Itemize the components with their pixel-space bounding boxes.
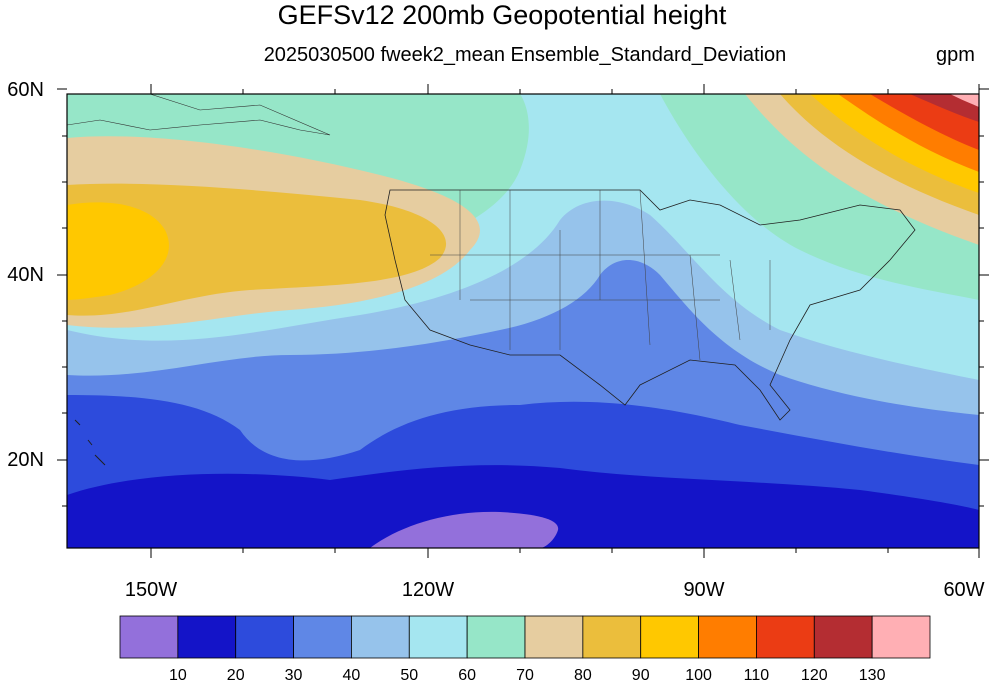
map-title: GEFSv12 200mb Geopotential height — [277, 0, 727, 30]
colorbar-box — [813, 615, 873, 659]
colorbar-label: 30 — [284, 667, 303, 684]
colorbar-box — [582, 615, 642, 659]
band-90-100-west — [67, 202, 169, 300]
lon-label-120w: 120W — [401, 579, 455, 601]
contour-field — [67, 94, 979, 548]
colorbar-label: 40 — [342, 667, 361, 684]
state-borders — [430, 189, 771, 361]
lat-ticks — [57, 88, 989, 507]
colorbar-box — [408, 615, 468, 659]
colorbar-label: 20 — [226, 667, 245, 684]
colorbar-box — [119, 615, 179, 659]
colorbar — [119, 615, 931, 659]
colorbar-box — [177, 615, 237, 659]
band-120-130-ne — [910, 94, 979, 122]
colorbar-box — [466, 615, 526, 659]
lon-ticks — [150, 84, 980, 558]
colorbar-box — [524, 615, 584, 659]
colorbar-box — [293, 615, 352, 659]
colorbar-box — [351, 615, 410, 659]
colorbar-label: 110 — [743, 667, 770, 684]
colorbar-label: 50 — [400, 667, 419, 684]
colorbar-label: 90 — [631, 667, 650, 684]
lon-label-150w: 150W — [124, 579, 178, 601]
hawaii-islands — [74, 419, 106, 466]
band-10-20 — [67, 465, 979, 548]
band-below-10 — [370, 511, 559, 548]
lon-label-60w: 60W — [943, 579, 985, 601]
lat-label-40n: 40N — [7, 264, 44, 286]
colorbar-label: 100 — [685, 667, 712, 684]
colorbar-label: 60 — [458, 667, 477, 684]
colorbar-box — [698, 615, 757, 659]
colorbar-box — [871, 615, 931, 659]
lon-label-90w: 90W — [683, 579, 725, 601]
colorbar-label: 120 — [800, 667, 828, 684]
band-130-plus-ne — [950, 94, 979, 107]
colorbar-label: 10 — [168, 667, 187, 684]
us-outline — [384, 189, 916, 421]
band-80-90-west — [67, 183, 447, 316]
colorbar-label: 80 — [573, 667, 592, 684]
colorbar-label: 130 — [858, 667, 886, 684]
lat-label-60n: 60N — [7, 79, 44, 101]
colorbar-box — [756, 615, 815, 659]
lat-label-20n: 20N — [7, 449, 44, 471]
colorbar-label: 70 — [516, 667, 534, 684]
alaska-coast — [67, 94, 331, 136]
colorbar-box — [235, 615, 294, 659]
units-label: gpm — [936, 44, 975, 66]
colorbar-box — [640, 615, 699, 659]
map-subtitle: 2025030500 fweek2_mean Ensemble_Standard… — [263, 44, 787, 66]
